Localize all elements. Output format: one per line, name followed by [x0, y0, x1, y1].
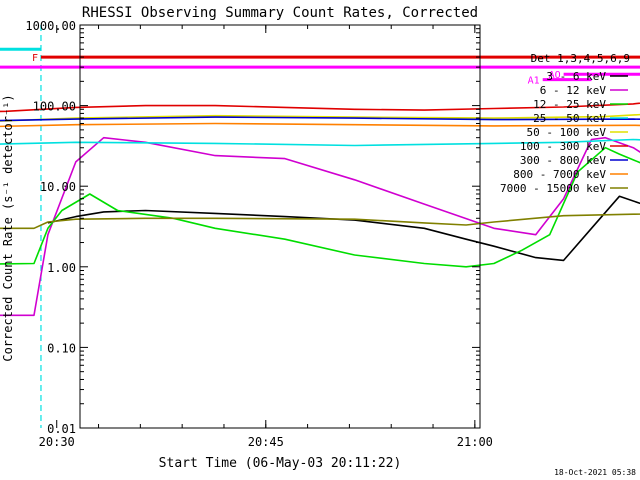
flag-label: AO [549, 70, 561, 81]
x-tick-label: 21:00 [457, 435, 493, 449]
legend-entry-label: 7000 - 15000 keV [500, 182, 606, 195]
y-tick-label: 1.00 [47, 261, 76, 275]
series-line [0, 213, 640, 230]
legend-entry-label: 25 - 50 keV [533, 112, 606, 125]
timestamp: 18-Oct-2021 05:38 [554, 468, 636, 477]
y-axis-label: Corrected Count Rate (s⁻¹ detector⁻¹) [1, 94, 15, 361]
legend-entry-label: 12 - 25 keV [533, 98, 606, 111]
y-tick-label: 1000.00 [25, 19, 76, 33]
series-line [0, 122, 640, 128]
series-line [47, 195, 640, 262]
legend-entry-label: 3 - 6 keV [546, 70, 606, 83]
series-line [0, 136, 640, 317]
flag-label: A1 [528, 76, 540, 87]
y-axis-ticks: 0.01 0.10 1.00 10.00 100.00 1000.00 [25, 19, 480, 436]
plot-area: NNFSAOA1 [0, 25, 640, 428]
y-tick-label: 10.00 [40, 180, 76, 194]
y-tick-label: 0.01 [47, 422, 76, 436]
series-line [0, 146, 640, 268]
y-tick-label: 0.10 [47, 341, 76, 355]
series-line [0, 102, 640, 113]
legend-title: Det 1,3,4,5,6,9 [531, 52, 630, 65]
series-line [0, 138, 640, 147]
chart-title: RHESSI Observing Summary Count Rates, Co… [82, 5, 478, 21]
legend-entry-label: 100 - 300 keV [520, 140, 606, 153]
x-tick-label: 20:30 [39, 435, 75, 449]
x-axis-label: Start Time (06-May-03 20:11:22) [159, 456, 402, 471]
y-tick-label: 100.00 [33, 100, 76, 114]
legend-entry-label: 300 - 800 keV [520, 154, 606, 167]
legend-entry-label: 50 - 100 keV [527, 126, 607, 139]
plot-frame [79, 24, 481, 429]
legend-entry-label: 6 - 12 keV [540, 84, 607, 97]
series-line [0, 116, 640, 122]
flag-label: F [32, 53, 38, 64]
x-tick-label: 20:45 [248, 435, 284, 449]
legend-entry-label: 800 - 7000 keV [513, 168, 606, 181]
